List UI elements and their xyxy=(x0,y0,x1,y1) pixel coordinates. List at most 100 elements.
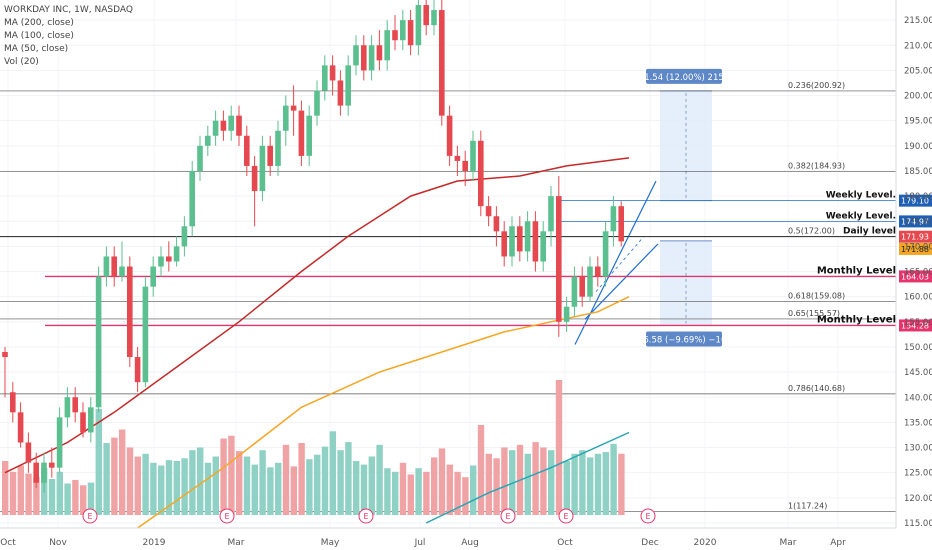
volume-bar xyxy=(243,456,251,515)
candle-body xyxy=(181,226,188,247)
y-tick-label: 205.00 xyxy=(904,66,932,76)
candle-body xyxy=(25,442,32,463)
candle-body xyxy=(134,357,141,383)
candle-body xyxy=(407,20,414,46)
volume-bar xyxy=(563,461,570,515)
volume-bar xyxy=(384,468,391,515)
y-tick-label: 120.00 xyxy=(904,494,932,504)
legend-ma-200: MA (200, close) xyxy=(4,18,74,28)
y-tick-label: 135.00 xyxy=(904,418,932,428)
candle-body xyxy=(103,256,110,277)
candle-body xyxy=(220,120,227,131)
earnings-marker xyxy=(82,508,98,524)
level-label: Monthly Level xyxy=(817,314,896,325)
price-tag-bg xyxy=(899,270,932,283)
price-tag: 154.28 xyxy=(901,321,929,330)
legend-ma-100: MA (100, close) xyxy=(4,31,74,41)
candle-body xyxy=(368,45,375,71)
volume-bar xyxy=(454,471,461,515)
volume-bar xyxy=(56,471,63,515)
candle-body xyxy=(158,256,164,267)
volume-bar xyxy=(259,450,266,515)
volume-bar xyxy=(321,446,329,515)
volume-bar xyxy=(594,453,602,515)
volume-bar xyxy=(571,453,578,515)
y-tick-label: 170.00 xyxy=(904,242,932,252)
volume-bar xyxy=(189,450,196,515)
candle-body xyxy=(376,45,383,61)
volume-bar xyxy=(48,479,56,515)
y-tick-label: 185.00 xyxy=(904,167,932,177)
candle-body xyxy=(64,397,71,418)
volume-bar xyxy=(181,458,188,515)
volume-bar xyxy=(493,458,500,515)
volume-bar xyxy=(618,453,625,515)
volume-bar xyxy=(275,462,282,515)
level-label: Monthly Level xyxy=(817,265,896,276)
volume-bar xyxy=(142,453,149,515)
x-tick-label: Dec xyxy=(641,538,658,548)
y-tick-label: 125.00 xyxy=(904,469,932,479)
candle-body xyxy=(493,216,500,232)
volume-bar xyxy=(25,473,32,515)
price-tag-bg xyxy=(899,230,932,243)
fib-label: 0.382(184.93) xyxy=(788,161,845,170)
volume-bar xyxy=(72,479,79,515)
price-tag-bg xyxy=(899,215,932,228)
price-tag: 164.03 xyxy=(901,272,929,281)
volume-bar xyxy=(33,477,40,515)
legend-ma-50: MA (50, close) xyxy=(4,44,69,54)
candle-body xyxy=(41,462,47,483)
candle-body xyxy=(556,196,562,322)
candle-body xyxy=(361,45,367,71)
measure-label-bg xyxy=(646,68,722,84)
candle-body xyxy=(10,392,16,413)
volume-bar xyxy=(501,447,508,515)
volume-bar xyxy=(579,450,586,515)
candle-body xyxy=(95,276,102,408)
candle-body xyxy=(431,10,437,26)
candle-body xyxy=(610,206,617,232)
level-label: Daily level xyxy=(843,227,896,237)
volume-bar xyxy=(532,442,539,515)
volume-bar xyxy=(251,464,258,515)
candle-body xyxy=(2,352,8,358)
volume-bar xyxy=(158,465,165,515)
earnings-marker xyxy=(500,508,516,524)
volume-bar xyxy=(438,448,446,515)
volume-bar xyxy=(431,457,438,515)
candle-body xyxy=(540,231,546,262)
volume-bar xyxy=(220,438,227,515)
volume-bar xyxy=(95,408,102,515)
candle-body xyxy=(17,412,24,443)
candle-body xyxy=(462,160,468,171)
volume-bar xyxy=(212,456,219,515)
price-tag-bg xyxy=(899,242,932,255)
candle-body xyxy=(485,206,492,217)
candle-body xyxy=(228,115,234,131)
earnings-marker xyxy=(640,508,656,524)
candle-body xyxy=(166,256,172,262)
earnings-label: E xyxy=(505,512,510,521)
volume-bar xyxy=(555,380,563,515)
volume-bar xyxy=(134,456,141,515)
candle-body xyxy=(563,306,570,322)
candle-body xyxy=(587,266,593,297)
candle-body xyxy=(392,30,398,41)
candle-body xyxy=(251,165,258,192)
volume-bar xyxy=(477,425,485,515)
volume-bar xyxy=(407,474,414,515)
chart-title: WORKDAY INC, 1W, NASDAQ xyxy=(4,5,133,15)
candle-body xyxy=(602,231,609,277)
candle-body xyxy=(127,266,133,358)
candle-body xyxy=(267,145,273,166)
candle-body xyxy=(345,65,351,106)
earnings-marker xyxy=(358,508,374,524)
candle-body xyxy=(439,10,445,116)
candle-body xyxy=(189,170,195,227)
fib-label: 0.786(140.68) xyxy=(788,384,845,393)
volume-bar xyxy=(368,456,375,515)
volume-bar xyxy=(298,443,305,515)
x-tick-label: Oct xyxy=(557,538,573,548)
